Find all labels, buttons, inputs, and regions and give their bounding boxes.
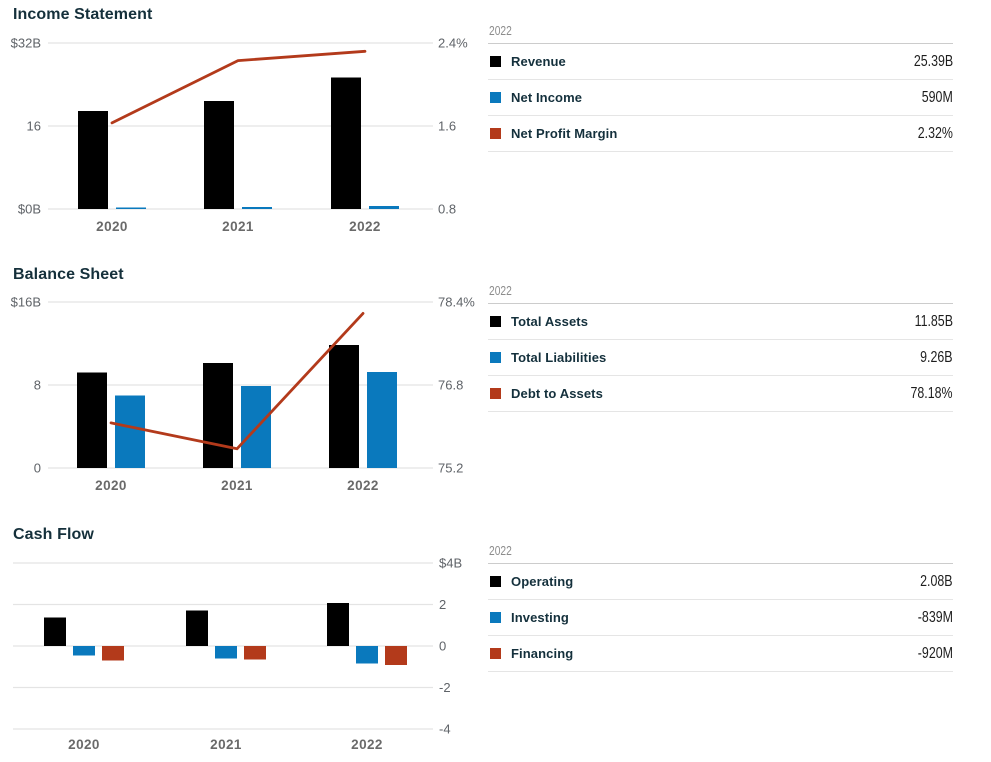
- legend-row-financing: Financing -920M: [488, 636, 953, 672]
- row-value: 590M: [921, 88, 953, 106]
- row-value: 78.18%: [910, 384, 953, 402]
- row-label: Debt to Assets: [511, 386, 603, 401]
- investing-swatch-icon: [490, 612, 501, 623]
- period-header: 2022: [488, 282, 953, 304]
- legend-row-total-liabilities: Total Liabilities 9.26B: [488, 340, 953, 376]
- svg-text:2: 2: [439, 597, 446, 612]
- svg-text:2021: 2021: [210, 737, 242, 752]
- debt-to-assets-swatch-icon: [490, 388, 501, 399]
- revenue-swatch-icon: [490, 56, 501, 67]
- section-title-cash-flow: Cash Flow: [13, 526, 94, 543]
- legend-row-investing: Investing -839M: [488, 600, 953, 636]
- net-profit-margin-swatch-icon: [490, 128, 501, 139]
- legend-row-net-profit-margin: Net Profit Margin 2.32%: [488, 116, 953, 152]
- svg-text:76.8: 76.8: [438, 378, 463, 393]
- legend-row-operating: Operating 2.08B: [488, 564, 953, 600]
- period-header: 2022: [488, 22, 953, 44]
- svg-text:8: 8: [34, 378, 41, 393]
- legend-row-net-income: Net Income 590M: [488, 80, 953, 116]
- row-label: Financing: [511, 646, 574, 661]
- svg-text:78.4%: 78.4%: [438, 295, 475, 310]
- svg-text:$4B: $4B: [439, 556, 462, 571]
- svg-text:2020: 2020: [68, 737, 100, 752]
- row-value: -920M: [917, 644, 953, 662]
- row-value: 25.39B: [913, 52, 953, 70]
- row-label: Total Assets: [511, 314, 589, 329]
- svg-text:2020: 2020: [96, 219, 128, 234]
- total-liabilities-swatch-icon: [490, 352, 501, 363]
- income-statement-summary-panel: 2022 Revenue 25.39B Net Income 590M Net …: [488, 22, 953, 152]
- row-label: Revenue: [511, 54, 566, 69]
- balance-sheet-chart: $16B 8 0 78.4% 76.8 75.2 2020 2021 2022: [11, 295, 476, 494]
- row-label: Net Profit Margin: [511, 126, 618, 141]
- row-label: Net Income: [511, 90, 583, 105]
- period-label: 2022: [489, 284, 512, 298]
- row-value: 11.85B: [914, 312, 953, 330]
- row-value: 2.32%: [917, 124, 953, 142]
- svg-text:2020: 2020: [95, 478, 127, 493]
- svg-text:75.2: 75.2: [438, 461, 463, 476]
- svg-text:2022: 2022: [347, 478, 379, 493]
- svg-text:16: 16: [27, 119, 41, 134]
- svg-text:0: 0: [34, 461, 41, 476]
- svg-text:1.6: 1.6: [438, 119, 456, 134]
- row-label: Operating: [511, 574, 574, 589]
- svg-text:-2: -2: [439, 680, 451, 695]
- balance-sheet-summary-panel: 2022 Total Assets 11.85B Total Liabiliti…: [488, 282, 953, 412]
- svg-text:$16B: $16B: [11, 295, 41, 310]
- cash-flow-summary-panel: 2022 Operating 2.08B Investing -839M Fin…: [488, 542, 953, 672]
- svg-text:$32B: $32B: [11, 36, 41, 51]
- svg-text:2021: 2021: [222, 219, 254, 234]
- svg-text:2022: 2022: [351, 737, 383, 752]
- svg-text:2.4%: 2.4%: [438, 36, 468, 51]
- svg-text:$0B: $0B: [18, 202, 41, 217]
- legend-row-total-assets: Total Assets 11.85B: [488, 304, 953, 340]
- svg-text:-4: -4: [439, 722, 451, 737]
- svg-text:2021: 2021: [221, 478, 253, 493]
- row-value: 2.08B: [920, 572, 953, 590]
- section-title-balance-sheet: Balance Sheet: [13, 266, 124, 283]
- legend-row-revenue: Revenue 25.39B: [488, 44, 953, 80]
- income-statement-chart: $32B 16 $0B 2.4% 1.6 0.8 2020 2021 2022: [11, 36, 468, 235]
- row-label: Investing: [511, 610, 569, 625]
- financing-swatch-icon: [490, 648, 501, 659]
- legend-row-debt-to-assets: Debt to Assets 78.18%: [488, 376, 953, 412]
- svg-text:0: 0: [439, 639, 446, 654]
- period-label: 2022: [489, 24, 512, 38]
- operating-swatch-icon: [490, 576, 501, 587]
- row-label: Total Liabilities: [511, 350, 607, 365]
- svg-text:0.8: 0.8: [438, 202, 456, 217]
- section-title-income-statement: Income Statement: [13, 6, 153, 23]
- net-income-swatch-icon: [490, 92, 501, 103]
- svg-text:2022: 2022: [349, 219, 381, 234]
- cash-flow-chart: $4B 2 0 -2 -4 2020 2021 2022: [13, 556, 462, 752]
- row-value: 9.26B: [920, 348, 953, 366]
- total-assets-swatch-icon: [490, 316, 501, 327]
- period-label: 2022: [489, 544, 512, 558]
- row-value: -839M: [917, 608, 953, 626]
- period-header: 2022: [488, 542, 953, 564]
